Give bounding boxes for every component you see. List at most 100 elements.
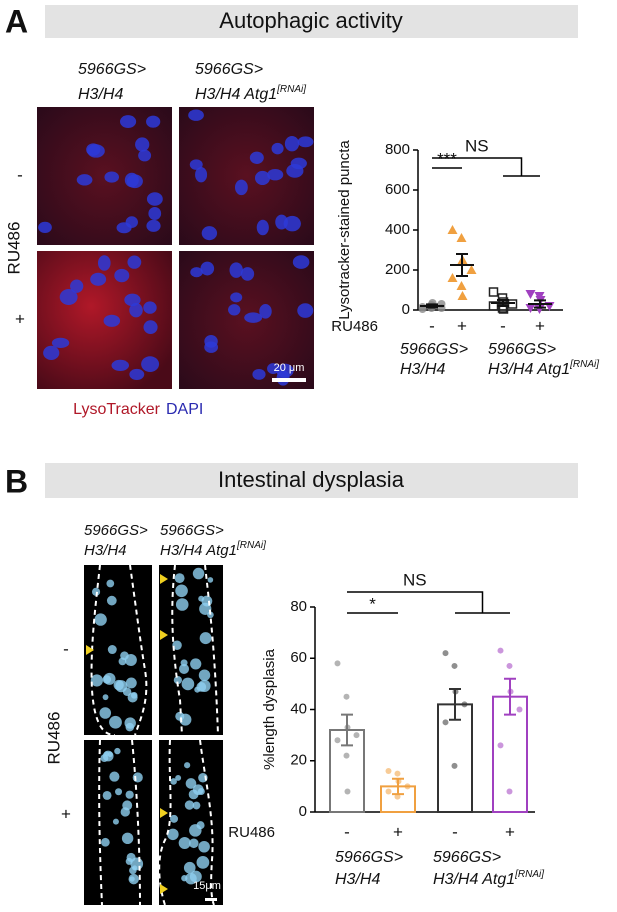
- nucleus: [126, 174, 143, 189]
- nucleus: [178, 836, 191, 849]
- nucleus: [120, 807, 130, 817]
- genotype-label: 5966GS>: [160, 522, 224, 539]
- nucleus: [195, 166, 208, 183]
- nucleus: [129, 866, 137, 875]
- nucleus: [172, 640, 182, 650]
- nucleus: [127, 692, 138, 703]
- nucleus: [90, 272, 107, 286]
- point: [461, 701, 468, 708]
- nucleus: [115, 680, 128, 693]
- nucleus: [249, 151, 264, 164]
- nucleus: [244, 312, 263, 323]
- genotype-label: H3/H4 Atg1[RNAi]: [195, 84, 306, 104]
- nucleus: [228, 304, 241, 316]
- header-bar: [45, 5, 578, 38]
- nucleus: [148, 206, 162, 221]
- nucleus: [76, 174, 93, 186]
- genotype-label: H3/H4 Atg1[RNAi]: [488, 359, 599, 379]
- nucleus: [259, 304, 272, 319]
- genotype-label: H3/H4 Atg1[RNAi]: [433, 869, 544, 889]
- point: [466, 265, 477, 274]
- nucleus: [120, 115, 137, 128]
- nucleus: [135, 137, 150, 152]
- nucleus: [267, 363, 280, 374]
- nucleus: [184, 800, 195, 810]
- point: [343, 693, 350, 700]
- point: [497, 742, 504, 749]
- x-tick-label: -: [429, 316, 435, 335]
- nucleus: [207, 577, 214, 583]
- point: [447, 273, 458, 282]
- error-bar: [497, 299, 509, 307]
- point: [343, 752, 350, 759]
- error-bar: [449, 688, 461, 721]
- stain-label: LysoTracker: [73, 401, 161, 418]
- nucleus: [124, 654, 137, 667]
- y-tick-label: 80: [290, 598, 307, 615]
- significance-label: *: [369, 594, 376, 613]
- point: [447, 225, 458, 234]
- nucleus: [188, 789, 199, 800]
- nucleus: [267, 168, 284, 181]
- nucleus: [103, 314, 121, 327]
- nucleus: [146, 115, 161, 128]
- nucleus: [189, 824, 202, 837]
- nucleus: [190, 267, 203, 278]
- nucleus: [115, 788, 123, 796]
- row-label: -: [63, 639, 69, 658]
- point: [497, 647, 504, 654]
- nucleus: [189, 838, 199, 849]
- nucleus: [125, 722, 135, 732]
- nucleus: [109, 771, 120, 782]
- nucleus: [59, 289, 78, 306]
- category-axis-label: RU486: [331, 318, 378, 335]
- nucleus: [190, 658, 202, 670]
- point: [394, 793, 401, 800]
- nucleus: [256, 219, 269, 236]
- nucleus: [91, 587, 101, 596]
- nucleus: [207, 611, 214, 619]
- nucleus: [102, 791, 112, 800]
- nucleus: [90, 674, 103, 687]
- nucleus: [234, 179, 248, 196]
- genotype-label: 5966GS>: [335, 849, 403, 866]
- nucleus: [106, 579, 115, 588]
- row-label: +: [61, 804, 71, 823]
- nucleus: [179, 663, 190, 674]
- panel-title: Intestinal dysplasia: [218, 467, 405, 492]
- point: [442, 650, 449, 657]
- point: [404, 783, 411, 790]
- point: [457, 291, 468, 300]
- nucleus: [132, 772, 143, 783]
- y-tick-label: 800: [385, 141, 410, 158]
- nucleus: [240, 267, 255, 281]
- y-tick-label: 200: [385, 261, 410, 278]
- nucleus: [102, 694, 109, 701]
- panel-label: A: [5, 3, 28, 39]
- error-bar: [341, 713, 353, 747]
- row-label: -: [17, 165, 23, 184]
- point: [353, 732, 360, 739]
- nucleus: [97, 255, 111, 271]
- nucleus: [112, 818, 119, 825]
- nucleus: [38, 221, 52, 233]
- nucleus: [170, 778, 177, 785]
- error-bar: [456, 253, 468, 277]
- nucleus: [181, 677, 195, 691]
- point: [488, 287, 499, 297]
- y-tick-label: 0: [299, 803, 307, 820]
- point: [525, 290, 536, 299]
- y-tick-label: 0: [402, 301, 410, 318]
- nucleus: [109, 715, 122, 729]
- genotype-label: H3/H4: [335, 871, 380, 888]
- nucleus: [183, 861, 196, 874]
- nucleus: [192, 567, 205, 580]
- nucleus: [197, 787, 205, 796]
- nucleus: [103, 672, 116, 685]
- nucleus: [188, 109, 204, 121]
- point: [451, 762, 458, 769]
- nucleus: [179, 713, 192, 726]
- nucleus: [229, 262, 243, 278]
- nucleus: [181, 875, 188, 882]
- nucleus: [114, 747, 121, 755]
